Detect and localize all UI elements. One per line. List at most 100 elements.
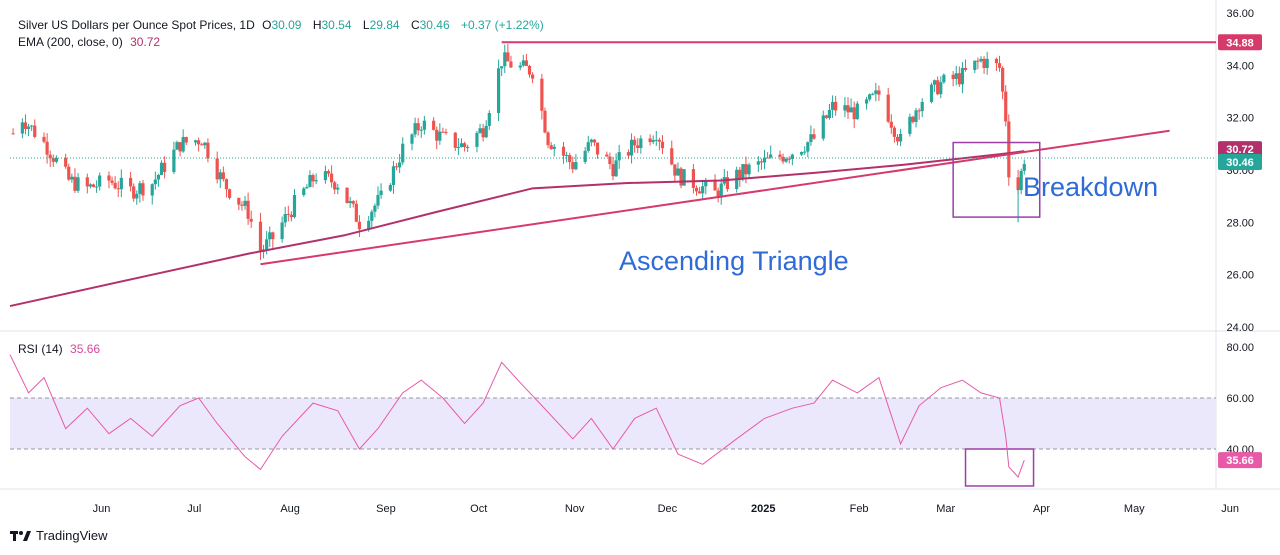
time-axis-tick: May xyxy=(1124,503,1145,515)
candle-body xyxy=(475,132,479,147)
tradingview-icon xyxy=(10,530,31,541)
candle-body xyxy=(834,101,838,111)
candle-body xyxy=(697,191,702,194)
candle-body xyxy=(163,162,167,172)
candle-body xyxy=(271,232,275,240)
candle-body xyxy=(326,171,331,174)
candle-body xyxy=(636,145,640,149)
candle-body xyxy=(116,188,120,190)
candle-body xyxy=(237,197,241,205)
candle-body xyxy=(574,162,578,170)
price-label-badge xyxy=(1218,34,1262,51)
candle-body xyxy=(725,177,730,190)
candle-body xyxy=(246,200,250,219)
candle-body xyxy=(614,160,618,177)
candle-body xyxy=(45,141,49,155)
candle-body xyxy=(809,134,813,143)
candle-body xyxy=(994,58,999,64)
candle-body xyxy=(481,128,485,138)
price-label-text: 34.88 xyxy=(1226,37,1254,49)
candle-body xyxy=(141,183,145,196)
price-axis-tick: 26.00 xyxy=(1226,270,1254,282)
candle-body xyxy=(1016,177,1020,191)
candle-body xyxy=(954,73,958,79)
low-value: 29.84 xyxy=(369,18,400,32)
candle-body xyxy=(963,67,968,70)
candle-body xyxy=(571,162,575,170)
price-label-text: 30.72 xyxy=(1226,144,1254,156)
candle-body xyxy=(824,115,828,118)
tradingview-logo[interactable]: TradingView xyxy=(10,528,108,543)
candle-body xyxy=(843,105,847,111)
candle-body xyxy=(23,122,28,129)
candle-body xyxy=(806,142,810,152)
candle-body xyxy=(70,176,74,180)
candle-body xyxy=(626,152,631,156)
candle-body xyxy=(345,187,349,204)
time-axis-tick: 2025 xyxy=(751,503,775,515)
candle-body xyxy=(800,151,804,155)
time-axis-tick: Jun xyxy=(1221,503,1239,515)
candle-body xyxy=(336,187,340,190)
candle-body xyxy=(91,184,96,187)
candle-body xyxy=(611,164,615,177)
candle-body xyxy=(218,172,222,180)
low-label: L xyxy=(362,18,370,32)
candle-body xyxy=(243,200,247,206)
candle-body xyxy=(42,136,46,142)
candle-body xyxy=(478,128,482,133)
rsi-line xyxy=(9,354,1025,478)
candle-body xyxy=(701,186,705,194)
candle-body xyxy=(258,221,263,252)
candle-body xyxy=(951,74,955,79)
candle-body xyxy=(549,145,553,149)
candle-body xyxy=(265,239,269,250)
candle-body xyxy=(76,177,80,191)
candle-body xyxy=(394,166,399,168)
candle-body xyxy=(135,193,139,199)
high-label: H xyxy=(312,18,322,32)
candle-body xyxy=(738,169,742,179)
candle-body xyxy=(178,142,182,152)
time-axis-tick: Oct xyxy=(470,503,487,515)
candle-body xyxy=(206,142,210,159)
candle-body xyxy=(94,186,99,188)
candle-body xyxy=(565,155,569,157)
candle-body xyxy=(766,157,770,159)
candle-body xyxy=(224,179,229,190)
candle-body xyxy=(864,99,869,104)
candle-body xyxy=(997,63,1002,68)
candle-body xyxy=(908,116,912,134)
candle-body xyxy=(957,73,961,85)
candle-body xyxy=(976,60,980,62)
candle-body xyxy=(20,122,24,134)
candle-body xyxy=(280,222,284,240)
candle-body xyxy=(354,203,358,222)
candle-body xyxy=(639,138,643,149)
candle-body xyxy=(388,185,392,191)
candle-body xyxy=(716,190,720,198)
candle-body xyxy=(898,133,903,142)
candle-body xyxy=(889,121,893,128)
candle-body xyxy=(503,52,507,67)
ema-value: 30.72 xyxy=(130,35,161,49)
rsi-legend: RSI (14) 35.66 xyxy=(18,342,104,356)
rsi-band xyxy=(10,398,1216,449)
candle-body xyxy=(509,61,513,68)
candle-body xyxy=(367,220,371,230)
candle-body xyxy=(787,158,791,160)
candle-body xyxy=(521,60,525,66)
candle-body xyxy=(531,74,535,79)
candle-body xyxy=(138,183,142,194)
rsi-axis-tick: 80.00 xyxy=(1226,342,1254,354)
candle-body xyxy=(441,131,445,133)
candle-body xyxy=(552,146,556,149)
candle-body xyxy=(119,177,123,190)
candle-body xyxy=(132,186,136,199)
candle-body xyxy=(648,138,652,142)
candle-body xyxy=(54,157,58,162)
candle-body xyxy=(416,123,420,131)
candle-body xyxy=(156,174,161,180)
open-label: O xyxy=(262,18,272,32)
